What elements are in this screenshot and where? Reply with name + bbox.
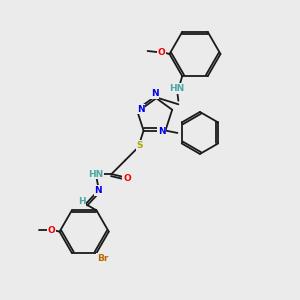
Text: H: H <box>78 196 85 206</box>
Text: N: N <box>151 89 158 98</box>
Text: O: O <box>123 174 131 183</box>
Text: S: S <box>137 141 143 150</box>
Text: HN: HN <box>88 169 103 178</box>
Text: O: O <box>47 226 55 235</box>
Text: N: N <box>158 127 165 136</box>
Text: Br: Br <box>97 254 108 263</box>
Text: N: N <box>137 105 145 114</box>
Text: N: N <box>94 186 102 195</box>
Text: O: O <box>157 48 165 57</box>
Text: HN: HN <box>169 84 184 93</box>
